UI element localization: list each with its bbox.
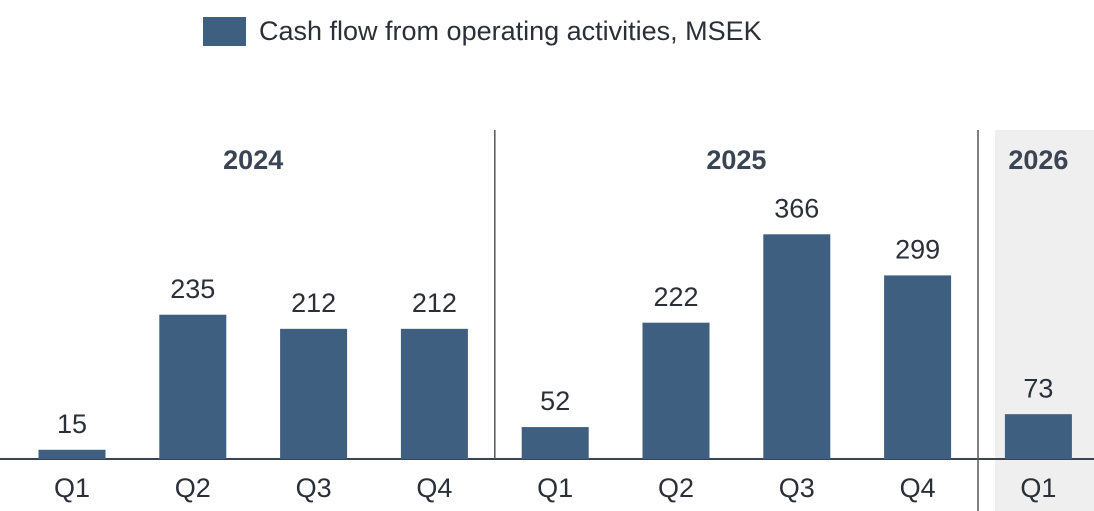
value-label: 366 [774, 193, 819, 223]
bar [38, 449, 106, 459]
x-tick-label: Q3 [296, 473, 332, 503]
bar [400, 328, 468, 459]
x-tick-label: Q4 [416, 473, 452, 503]
bar [884, 275, 952, 459]
x-tick-label: Q1 [537, 473, 573, 503]
bar [642, 322, 710, 459]
x-tick-label: Q3 [779, 473, 815, 503]
value-label: 212 [412, 288, 457, 318]
x-tick-label: Q2 [175, 473, 211, 503]
x-tick-label: Q1 [1020, 473, 1056, 503]
group-label: 2024 [223, 145, 283, 175]
bar [159, 314, 227, 459]
legend-label: Cash flow from operating activities, MSE… [259, 16, 762, 46]
x-tick-label: Q2 [658, 473, 694, 503]
x-tick-label: Q4 [900, 473, 936, 503]
bar [763, 234, 831, 459]
bar [1004, 414, 1072, 459]
x-tick-label: Q1 [54, 473, 90, 503]
group-label: 2025 [706, 145, 766, 175]
value-label: 222 [653, 282, 698, 312]
value-label: 212 [291, 288, 336, 318]
group-label: 2026 [1008, 145, 1068, 175]
legend-swatch [203, 17, 246, 46]
value-label: 15 [57, 409, 87, 439]
bar [521, 427, 589, 459]
value-label: 52 [540, 386, 570, 416]
value-label: 299 [895, 235, 940, 265]
value-label: 73 [1023, 373, 1053, 403]
bar [280, 328, 348, 459]
value-label: 235 [170, 274, 215, 304]
